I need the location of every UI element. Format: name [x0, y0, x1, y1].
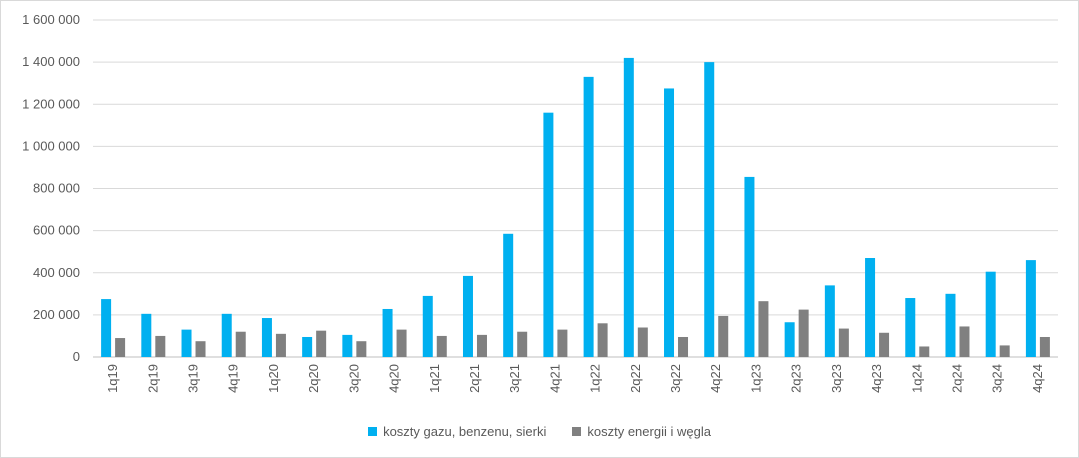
- x-tick-label: 1q22: [588, 364, 603, 393]
- bar-energy-coal: [798, 309, 809, 357]
- bar-energy-coal: [758, 301, 769, 357]
- bar-energy-coal: [476, 334, 487, 357]
- x-tick-label: 2q24: [949, 364, 964, 393]
- bar-gas-benzene-sulfur: [744, 176, 755, 357]
- bar-gas-benzene-sulfur: [824, 285, 835, 357]
- bar-gas-benzene-sulfur: [382, 308, 393, 357]
- bar-energy-coal: [275, 333, 286, 357]
- bar-gas-benzene-sulfur: [221, 313, 232, 357]
- y-tick-label: 800 000: [33, 181, 80, 196]
- x-tick-label: 4q21: [547, 364, 562, 393]
- bar-gas-benzene-sulfur: [905, 298, 916, 357]
- bar-energy-coal: [1039, 336, 1050, 357]
- bar-energy-coal: [879, 332, 890, 357]
- x-tick-label: 3q21: [507, 364, 522, 393]
- y-tick-label: 1 600 000: [22, 12, 80, 27]
- legend-item-energy: koszty energii i węgla: [572, 424, 711, 439]
- bar-gas-benzene-sulfur: [543, 112, 554, 357]
- bar-energy-coal: [235, 331, 246, 357]
- bar-energy-coal: [597, 323, 608, 357]
- x-tick-label: 4q20: [387, 364, 402, 393]
- legend-swatch: [572, 426, 582, 436]
- bar-energy-coal: [436, 335, 447, 357]
- x-tick-label: 3q19: [186, 364, 201, 393]
- x-tick-label: 4q24: [1030, 364, 1045, 393]
- bar-energy-coal: [637, 327, 648, 357]
- bar-gas-benzene-sulfur: [101, 299, 112, 357]
- bar-gas-benzene-sulfur: [865, 258, 876, 357]
- bar-energy-coal: [678, 336, 689, 357]
- x-tick-label: 4q19: [226, 364, 241, 393]
- x-tick-label: 4q22: [708, 364, 723, 393]
- x-tick-label: 3q24: [990, 364, 1005, 393]
- x-tick-label: 2q22: [628, 364, 643, 393]
- bar-gas-benzene-sulfur: [623, 57, 634, 357]
- bar-gas-benzene-sulfur: [1025, 260, 1036, 357]
- x-tick-label: 1q21: [427, 364, 442, 393]
- x-tick-label: 1q20: [266, 364, 281, 393]
- legend-item-gas: koszty gazu, benzenu, sierki: [368, 424, 546, 439]
- bar-energy-coal: [396, 329, 407, 357]
- bar-energy-coal: [316, 330, 327, 357]
- x-tick-label: 1q23: [748, 364, 763, 393]
- bar-energy-coal: [838, 328, 849, 357]
- bar-gas-benzene-sulfur: [462, 275, 473, 357]
- bar-gas-benzene-sulfur: [945, 293, 956, 357]
- legend: koszty gazu, benzenu, sierki koszty energ…: [0, 420, 1079, 442]
- x-tick-label: 1q24: [909, 364, 924, 393]
- x-tick-label: 2q21: [467, 364, 482, 393]
- bar-energy-coal: [718, 315, 729, 357]
- bar-gas-benzene-sulfur: [261, 318, 272, 357]
- x-tick-label: 2q19: [145, 364, 160, 393]
- bar-gas-benzene-sulfur: [784, 322, 795, 357]
- x-tick-label: 2q20: [306, 364, 321, 393]
- legend-label: koszty gazu, benzenu, sierki: [383, 423, 547, 439]
- y-tick-label: 1 200 000: [22, 96, 80, 111]
- legend-label: koszty energii i węgla: [587, 423, 711, 439]
- bar-gas-benzene-sulfur: [664, 88, 675, 357]
- x-tick-label: 1q19: [105, 364, 120, 393]
- y-tick-label: 1 000 000: [22, 138, 80, 153]
- bar-gas-benzene-sulfur: [342, 334, 353, 357]
- bar-energy-coal: [195, 341, 206, 357]
- y-tick-label: 600 000: [33, 223, 80, 238]
- x-tick-label: 4q23: [869, 364, 884, 393]
- bar-energy-coal: [356, 341, 367, 357]
- bar-energy-coal: [919, 346, 930, 357]
- bar-energy-coal: [557, 329, 568, 357]
- legend-swatch: [368, 426, 378, 436]
- bar-gas-benzene-sulfur: [503, 233, 514, 357]
- bar-energy-coal: [959, 326, 970, 357]
- bar-energy-coal: [999, 345, 1010, 357]
- y-tick-label: 200 000: [33, 307, 80, 322]
- bar-energy-coal: [155, 335, 166, 357]
- x-tick-label: 3q23: [829, 364, 844, 393]
- bar-gas-benzene-sulfur: [141, 313, 152, 357]
- bar-gas-benzene-sulfur: [181, 329, 192, 357]
- bar-gas-benzene-sulfur: [985, 271, 996, 357]
- bar-gas-benzene-sulfur: [704, 62, 715, 357]
- bar-gas-benzene-sulfur: [583, 76, 594, 358]
- y-tick-label: 400 000: [33, 265, 80, 280]
- y-tick-label: 1 400 000: [22, 54, 80, 69]
- bar-energy-coal: [115, 338, 126, 357]
- x-tick-label: 3q20: [346, 364, 361, 393]
- bar-gas-benzene-sulfur: [302, 336, 313, 357]
- bar-energy-coal: [517, 331, 528, 357]
- x-tick-label: 3q22: [668, 364, 683, 393]
- bar-gas-benzene-sulfur: [422, 295, 433, 357]
- y-tick-label: 0: [73, 349, 80, 364]
- x-tick-label: 2q23: [789, 364, 804, 393]
